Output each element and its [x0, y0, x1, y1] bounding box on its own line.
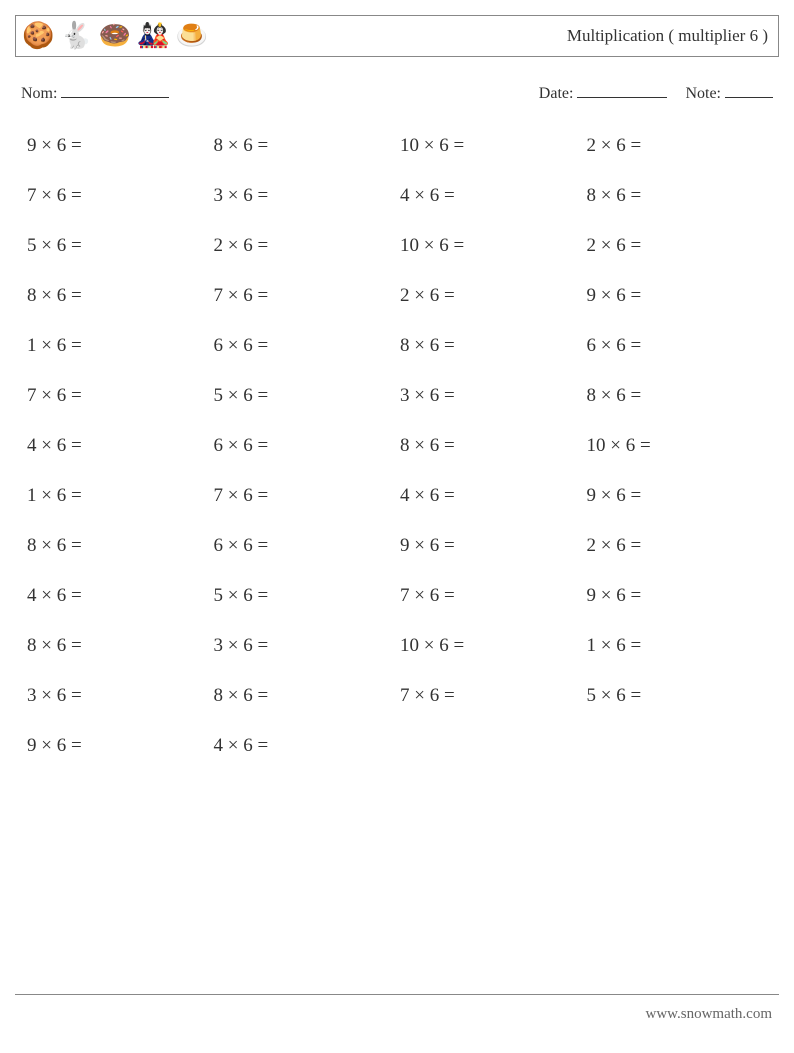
date-blank — [577, 83, 667, 98]
problem: 3 × 6 = — [214, 635, 401, 657]
problem: 7 × 6 = — [214, 285, 401, 307]
problem — [400, 735, 587, 757]
problem: 8 × 6 = — [587, 385, 774, 407]
problem: 8 × 6 = — [400, 335, 587, 357]
problem: 4 × 6 = — [400, 185, 587, 207]
name-label: Nom: — [21, 85, 57, 102]
problem: 6 × 6 = — [214, 335, 401, 357]
date-label: Date: — [539, 85, 574, 102]
problem: 7 × 6 = — [400, 585, 587, 607]
problem: 2 × 6 = — [587, 135, 774, 157]
problems-grid: 9 × 6 =8 × 6 =10 × 6 =2 × 6 =7 × 6 =3 × … — [15, 135, 779, 757]
info-row: Nom: Date: Note: — [15, 83, 779, 103]
problem: 2 × 6 = — [587, 535, 774, 557]
problem: 10 × 6 = — [400, 635, 587, 657]
problem: 5 × 6 = — [214, 585, 401, 607]
problem: 10 × 6 = — [400, 235, 587, 257]
note-blank — [725, 83, 773, 98]
problem: 3 × 6 = — [27, 685, 214, 707]
worksheet-title: Multiplication ( multiplier 6 ) — [567, 26, 768, 46]
cookie-icon: 🍪 — [22, 23, 54, 49]
problem: 4 × 6 = — [214, 735, 401, 757]
problem: 10 × 6 = — [400, 135, 587, 157]
problem: 8 × 6 = — [400, 435, 587, 457]
problem: 8 × 6 = — [27, 635, 214, 657]
name-field: Nom: — [21, 83, 169, 103]
header-icons: 🍪 🐇 🍩 🎎 🍮 — [22, 23, 208, 49]
donut-icon: 🍩 — [99, 23, 131, 49]
problem: 9 × 6 = — [400, 535, 587, 557]
problem: 2 × 6 = — [400, 285, 587, 307]
problem: 3 × 6 = — [214, 185, 401, 207]
problem: 8 × 6 = — [587, 185, 774, 207]
problem: 3 × 6 = — [400, 385, 587, 407]
problem: 2 × 6 = — [214, 235, 401, 257]
problem: 9 × 6 = — [27, 735, 214, 757]
problem: 6 × 6 = — [587, 335, 774, 357]
footer-line — [15, 994, 779, 995]
problem: 1 × 6 = — [27, 335, 214, 357]
problem: 8 × 6 = — [27, 285, 214, 307]
problem: 9 × 6 = — [587, 485, 774, 507]
date-field: Date: — [539, 83, 668, 103]
problem: 8 × 6 = — [214, 685, 401, 707]
problem: 8 × 6 = — [214, 135, 401, 157]
problem: 4 × 6 = — [27, 435, 214, 457]
pudding-icon: 🍮 — [176, 23, 208, 49]
problem: 2 × 6 = — [587, 235, 774, 257]
problem: 5 × 6 = — [587, 685, 774, 707]
problem: 4 × 6 = — [400, 485, 587, 507]
problem: 10 × 6 = — [587, 435, 774, 457]
problem: 6 × 6 = — [214, 535, 401, 557]
problem: 8 × 6 = — [27, 535, 214, 557]
problem: 1 × 6 = — [587, 635, 774, 657]
problem: 5 × 6 = — [214, 385, 401, 407]
problem: 5 × 6 = — [27, 235, 214, 257]
rabbit-icon: 🐇 — [60, 23, 92, 49]
note-label: Note: — [685, 85, 721, 102]
problem: 6 × 6 = — [214, 435, 401, 457]
problem: 7 × 6 = — [27, 385, 214, 407]
problem: 9 × 6 = — [587, 585, 774, 607]
header-box: 🍪 🐇 🍩 🎎 🍮 Multiplication ( multiplier 6 … — [15, 15, 779, 57]
gingerbread-icon: 🎎 — [137, 23, 169, 49]
problem: 4 × 6 = — [27, 585, 214, 607]
note-field: Note: — [685, 83, 773, 103]
problem: 7 × 6 = — [214, 485, 401, 507]
name-blank — [61, 83, 169, 98]
problem: 7 × 6 = — [27, 185, 214, 207]
problem: 7 × 6 = — [400, 685, 587, 707]
problem: 9 × 6 = — [27, 135, 214, 157]
problem — [587, 735, 774, 757]
footer-url: www.snowmath.com — [645, 1006, 772, 1023]
problem: 9 × 6 = — [587, 285, 774, 307]
problem: 1 × 6 = — [27, 485, 214, 507]
